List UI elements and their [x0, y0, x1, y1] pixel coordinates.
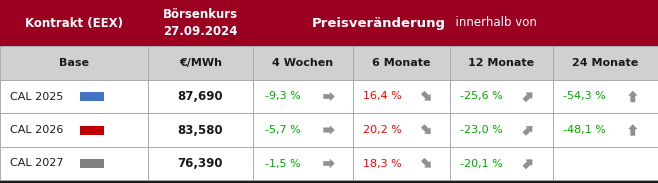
Polygon shape — [421, 125, 430, 134]
Text: Kontrakt (EEX): Kontrakt (EEX) — [25, 16, 123, 29]
Bar — [80, 159, 104, 168]
Polygon shape — [324, 126, 334, 134]
Text: -23,0 %: -23,0 % — [459, 125, 502, 135]
Text: 6 Monate: 6 Monate — [372, 58, 431, 68]
Text: Base: Base — [59, 58, 89, 68]
Text: 76,390: 76,390 — [178, 157, 223, 170]
Text: 24 Monate: 24 Monate — [572, 58, 639, 68]
Bar — [0, 147, 658, 180]
Polygon shape — [421, 158, 430, 167]
Text: 4 Wochen: 4 Wochen — [272, 58, 334, 68]
Text: 87,690: 87,690 — [178, 90, 223, 103]
Bar — [80, 126, 104, 135]
Text: -25,6 %: -25,6 % — [459, 92, 502, 102]
Polygon shape — [628, 124, 637, 135]
Text: innerhalb von: innerhalb von — [447, 16, 536, 29]
Bar — [0, 80, 658, 113]
Bar — [0, 0, 658, 46]
Bar — [80, 92, 104, 101]
Text: Preisveränderung: Preisveränderung — [311, 16, 445, 29]
Text: 20,2 %: 20,2 % — [363, 125, 401, 135]
Bar — [0, 46, 658, 80]
Text: CAL 2026: CAL 2026 — [10, 125, 63, 135]
Polygon shape — [523, 160, 532, 169]
Polygon shape — [324, 92, 334, 101]
Text: 16,4 %: 16,4 % — [363, 92, 401, 102]
Text: -20,1 %: -20,1 % — [459, 158, 502, 169]
Text: CAL 2025: CAL 2025 — [10, 92, 63, 102]
Text: -48,1 %: -48,1 % — [563, 125, 606, 135]
Bar — [0, 113, 658, 147]
Text: CAL 2027: CAL 2027 — [10, 158, 64, 169]
Text: 83,580: 83,580 — [178, 124, 223, 137]
Text: €/MWh: €/MWh — [179, 58, 222, 68]
Polygon shape — [523, 126, 532, 135]
Text: -5,7 %: -5,7 % — [265, 125, 301, 135]
Polygon shape — [523, 93, 532, 102]
Bar — [0, 180, 658, 183]
Text: -1,5 %: -1,5 % — [265, 158, 301, 169]
Text: -9,3 %: -9,3 % — [265, 92, 301, 102]
Polygon shape — [324, 159, 334, 168]
Text: -54,3 %: -54,3 % — [563, 92, 606, 102]
Text: 12 Monate: 12 Monate — [468, 58, 534, 68]
Text: Börsenkurs
27.09.2024: Börsenkurs 27.09.2024 — [163, 8, 238, 38]
Polygon shape — [421, 91, 430, 100]
Text: 18,3 %: 18,3 % — [363, 158, 401, 169]
Polygon shape — [628, 91, 637, 102]
